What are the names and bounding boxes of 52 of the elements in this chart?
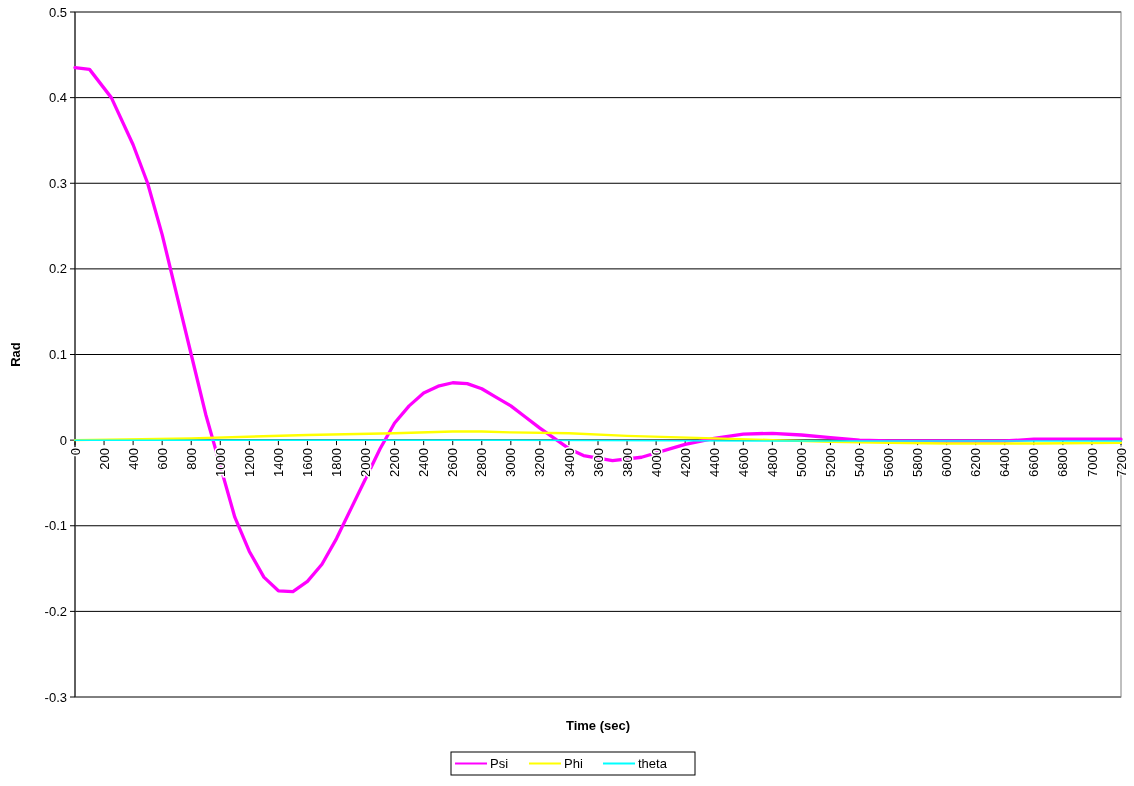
x-tick-label: 200 [96,448,112,470]
x-tick-label: 1200 [241,448,257,478]
x-tick-label: 6200 [968,448,984,478]
y-tick-label: -0.2 [44,603,67,619]
x-tick-label: 5600 [881,448,897,478]
x-tick-label: 7000 [1084,448,1100,478]
x-tick-label: 4400 [706,448,722,478]
x-tick-label: 1400 [270,448,286,478]
x-tick-label: 6600 [1026,448,1042,478]
x-tick-label: 6800 [1055,448,1071,478]
y-tick-label: 0 [59,432,67,448]
y-tick-label: 0.2 [48,261,67,277]
x-tick-label: 4200 [677,448,693,478]
y-tick-label: 0.1 [48,347,67,363]
y-tick-label: 0.3 [48,175,67,191]
legend-label: Phi [564,756,583,772]
x-tick-label: 3000 [503,448,519,478]
x-tick-label: 4600 [735,448,751,478]
x-tick-label: 2000 [358,448,374,478]
x-tick-label: 4800 [764,448,780,478]
x-tick-label: 5000 [793,448,809,478]
x-tick-label: 3600 [590,448,606,478]
x-tick-label: 0 [67,448,83,456]
y-axis-title: Rad [8,342,23,367]
x-tick-label: 6400 [997,448,1013,478]
x-tick-label: 2200 [387,448,403,478]
x-tick-label: 5200 [822,448,838,478]
x-tick-label: 1800 [329,448,345,478]
x-tick-label: 5800 [910,448,926,478]
x-tick-label: 600 [154,448,170,470]
x-tick-label: 2600 [445,448,461,478]
line-series [73,430,1123,445]
x-tick-label: 400 [125,448,141,470]
x-tick-label: 5400 [852,448,868,478]
y-tick-label: 0.4 [48,90,67,106]
x-axis-title: Time (sec) [565,718,631,733]
x-tick-label: 1600 [299,448,315,478]
x-tick-label: 4000 [648,448,664,478]
x-tick-label: 6000 [939,448,955,478]
legend-label: Psi [490,756,509,772]
x-tick-label: 1000 [212,448,228,478]
x-tick-label: 3400 [561,448,577,478]
x-tick-label: 3200 [532,448,548,478]
x-tick-label: 800 [183,448,199,470]
x-tick-label: 2400 [416,448,432,478]
x-tick-label: 3800 [619,448,635,478]
y-tick-label: -0.1 [44,518,67,534]
x-tick-label: 2800 [474,448,490,478]
y-tick-label: 0.5 [48,4,67,20]
legend-label: theta [638,756,668,772]
y-tick-label: -0.3 [44,689,67,705]
x-tick-label: 7200 [1113,448,1129,478]
